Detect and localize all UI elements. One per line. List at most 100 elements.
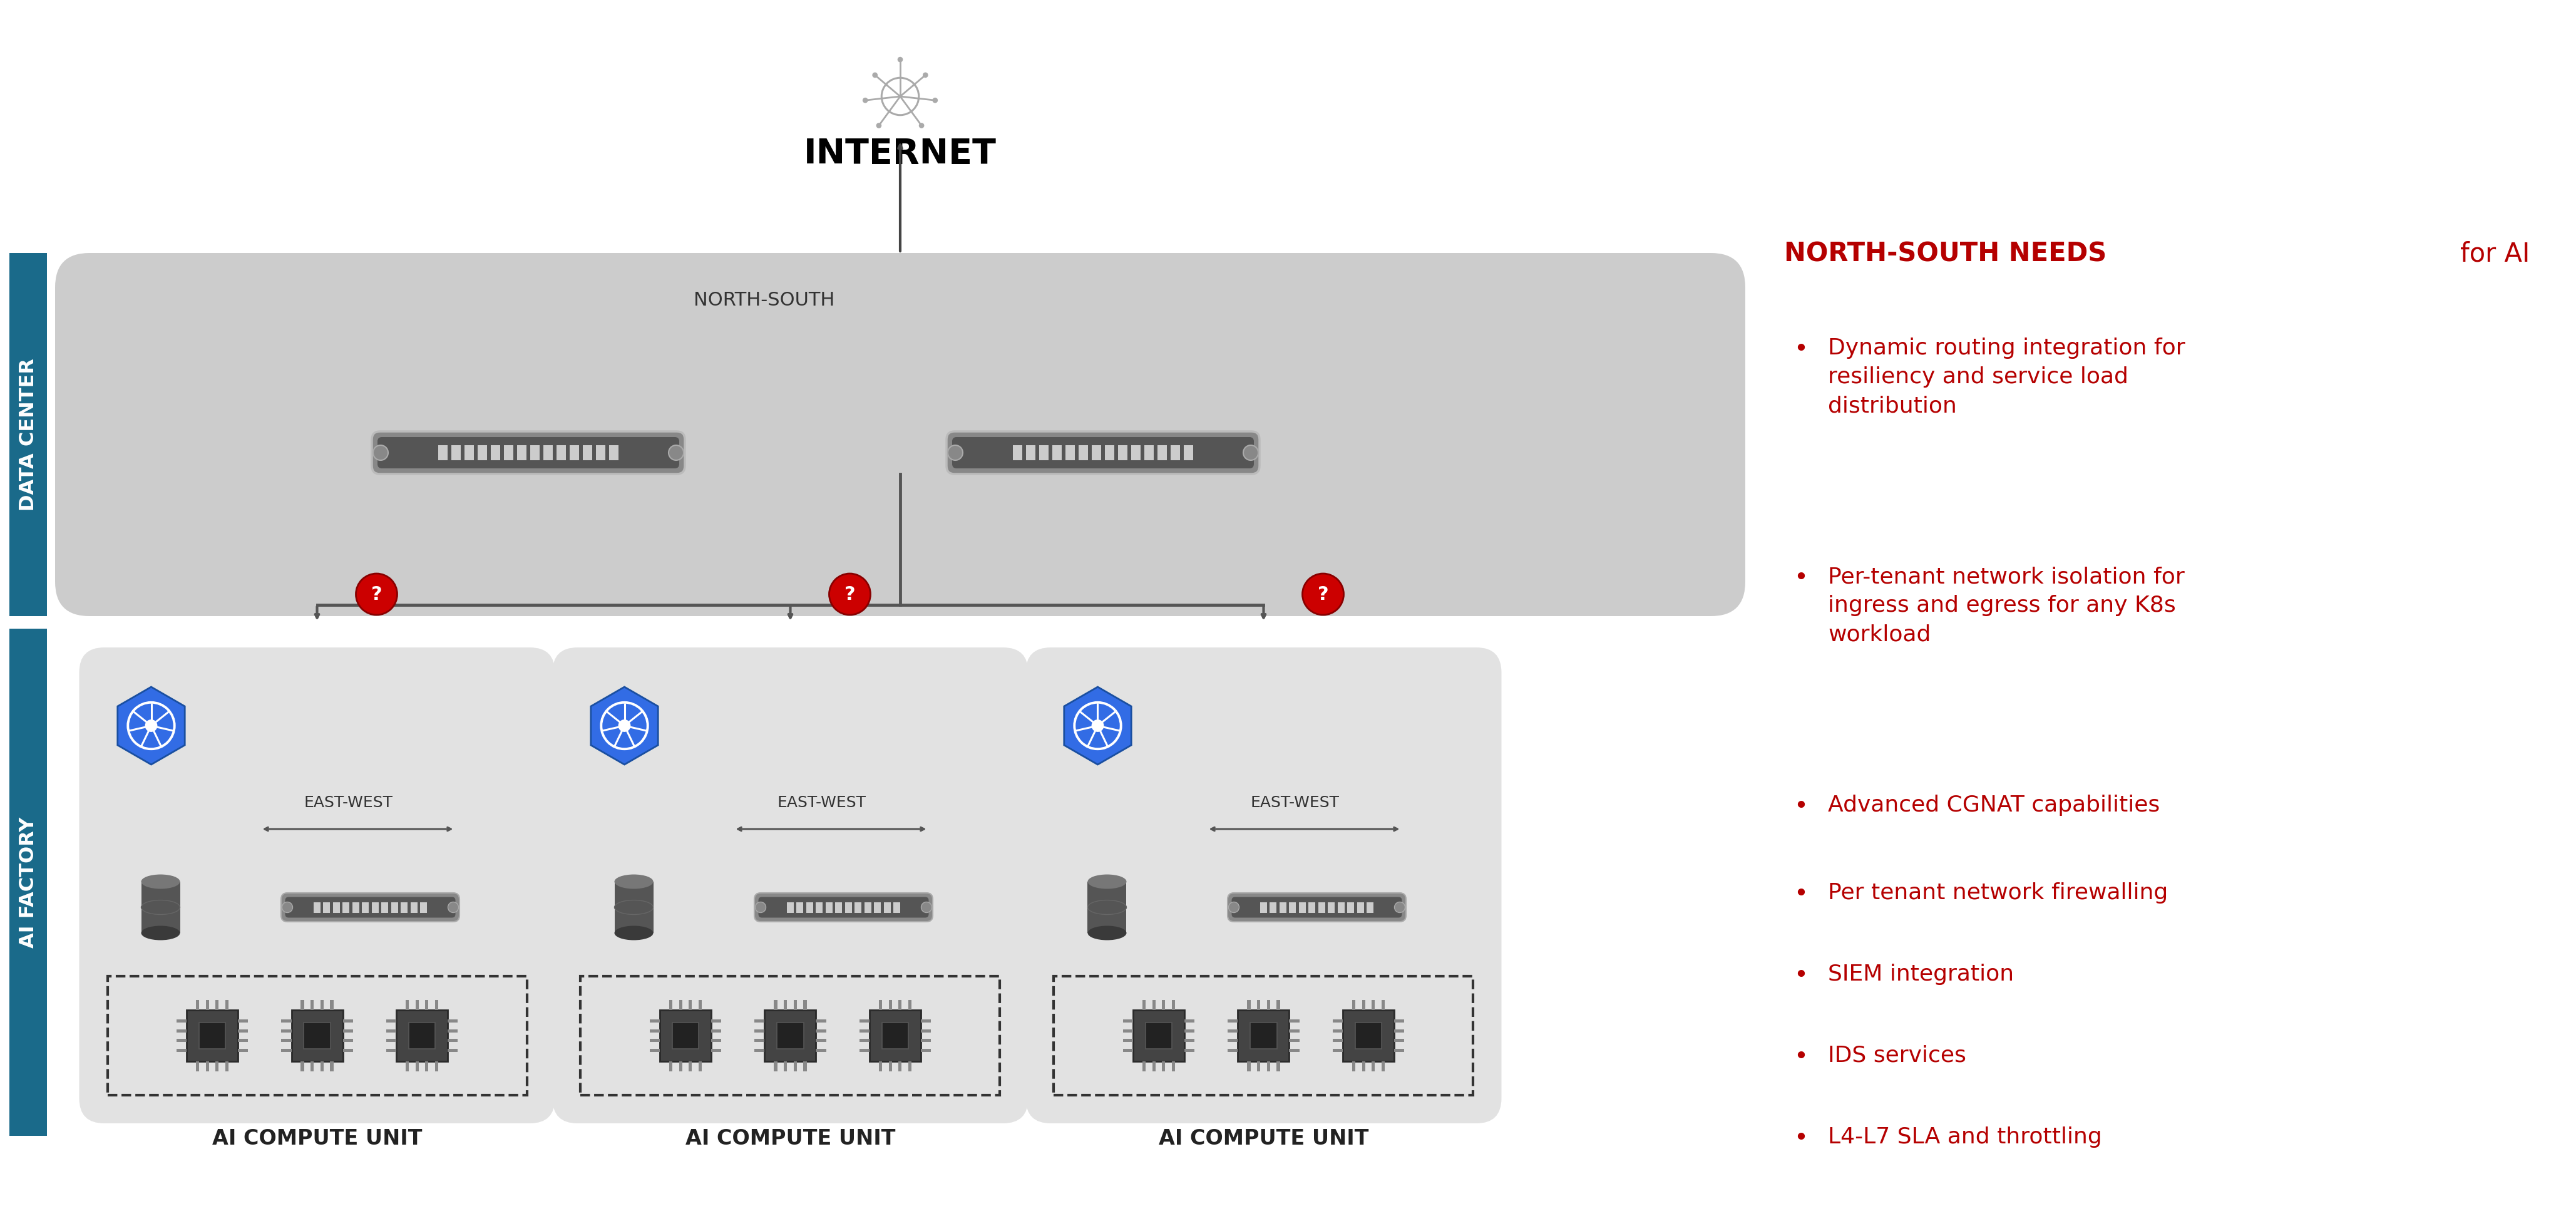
Bar (415, 1061, 420, 1072)
Bar (1327, 902, 1334, 913)
Text: EAST-WEST: EAST-WEST (304, 796, 392, 810)
Bar (1319, 902, 1324, 913)
Text: •: • (1793, 1045, 1808, 1069)
Bar (1038, 446, 1048, 460)
Bar (332, 902, 340, 913)
Bar (755, 1029, 765, 1033)
Bar (291, 1010, 343, 1061)
Bar (206, 1000, 209, 1010)
Text: INTERNET: INTERNET (804, 137, 997, 171)
Bar (1229, 1049, 1239, 1052)
Circle shape (1244, 446, 1257, 460)
Bar (806, 902, 814, 913)
Bar (386, 1020, 397, 1023)
Bar (1249, 1022, 1278, 1049)
Bar (1288, 1039, 1298, 1043)
Bar (860, 1029, 871, 1033)
Bar (580, 976, 999, 1095)
Bar (899, 1061, 902, 1072)
Bar (1185, 1049, 1195, 1052)
Bar (1247, 1000, 1249, 1010)
Bar (237, 1049, 247, 1052)
Circle shape (670, 446, 683, 460)
Text: L4-L7 SLA and throttling: L4-L7 SLA and throttling (1829, 1126, 2102, 1148)
Bar (206, 1061, 209, 1072)
Bar (343, 1020, 353, 1023)
Text: IDS services: IDS services (1829, 1045, 1965, 1067)
Bar (1118, 446, 1128, 460)
Text: ?: ? (371, 585, 381, 603)
Bar (1079, 446, 1087, 460)
Text: Per tenant network firewalling: Per tenant network firewalling (1829, 883, 2169, 903)
Bar (889, 1000, 891, 1010)
FancyBboxPatch shape (286, 897, 456, 918)
Bar (871, 1010, 920, 1061)
Bar (410, 1022, 435, 1049)
Circle shape (618, 719, 631, 731)
Bar (386, 1039, 397, 1043)
Bar (448, 1049, 459, 1052)
Bar (778, 1022, 804, 1049)
Bar (1278, 1061, 1280, 1072)
FancyBboxPatch shape (953, 437, 1255, 469)
Bar (817, 1029, 827, 1033)
Bar (1092, 446, 1103, 460)
Bar (1185, 1020, 1195, 1023)
Bar (909, 1000, 912, 1010)
Bar (793, 1061, 796, 1072)
Bar (1123, 1049, 1133, 1052)
Circle shape (863, 98, 868, 103)
Bar (783, 1061, 788, 1072)
Bar (196, 1061, 198, 1072)
Bar (1172, 1000, 1175, 1010)
Text: AI FACTORY: AI FACTORY (18, 816, 39, 948)
Text: •: • (1793, 338, 1808, 361)
Circle shape (448, 902, 459, 913)
Bar (397, 1010, 448, 1061)
Bar (1298, 902, 1306, 913)
Circle shape (1394, 902, 1404, 913)
Circle shape (933, 98, 938, 103)
FancyBboxPatch shape (945, 431, 1260, 474)
Bar (1355, 1022, 1381, 1049)
Bar (1381, 1000, 1386, 1010)
Bar (556, 446, 567, 460)
Bar (237, 1020, 247, 1023)
Bar (330, 1061, 332, 1072)
Bar (804, 1000, 806, 1010)
Circle shape (355, 574, 397, 615)
Bar (544, 446, 554, 460)
Bar (312, 1061, 314, 1072)
Bar (881, 1022, 909, 1049)
Ellipse shape (142, 925, 180, 940)
Bar (783, 1000, 788, 1010)
FancyBboxPatch shape (551, 648, 1028, 1124)
FancyBboxPatch shape (54, 253, 1747, 616)
Text: AI COMPUTE UNIT: AI COMPUTE UNIT (211, 1129, 422, 1149)
Bar (10, 253, 46, 616)
Bar (216, 1061, 219, 1072)
Bar (649, 1020, 659, 1023)
Bar (1394, 1039, 1404, 1043)
Bar (1123, 1039, 1133, 1043)
Ellipse shape (616, 925, 654, 940)
Bar (281, 1039, 291, 1043)
Text: NORTH-SOUTH: NORTH-SOUTH (693, 291, 835, 309)
Bar (920, 1049, 930, 1052)
Bar (899, 1000, 902, 1010)
Bar (175, 1039, 185, 1043)
Bar (343, 902, 350, 913)
Bar (448, 1020, 459, 1023)
Bar (489, 446, 500, 460)
Bar (1309, 902, 1316, 913)
Bar (1332, 1029, 1342, 1033)
Bar (680, 1061, 683, 1072)
Text: •: • (1793, 883, 1808, 906)
Circle shape (281, 902, 294, 913)
Bar (1332, 1039, 1342, 1043)
Bar (1267, 1000, 1270, 1010)
Bar (1394, 1020, 1404, 1023)
Bar (1144, 446, 1154, 460)
Text: SIEM integration: SIEM integration (1829, 964, 2014, 985)
Bar (920, 1029, 930, 1033)
